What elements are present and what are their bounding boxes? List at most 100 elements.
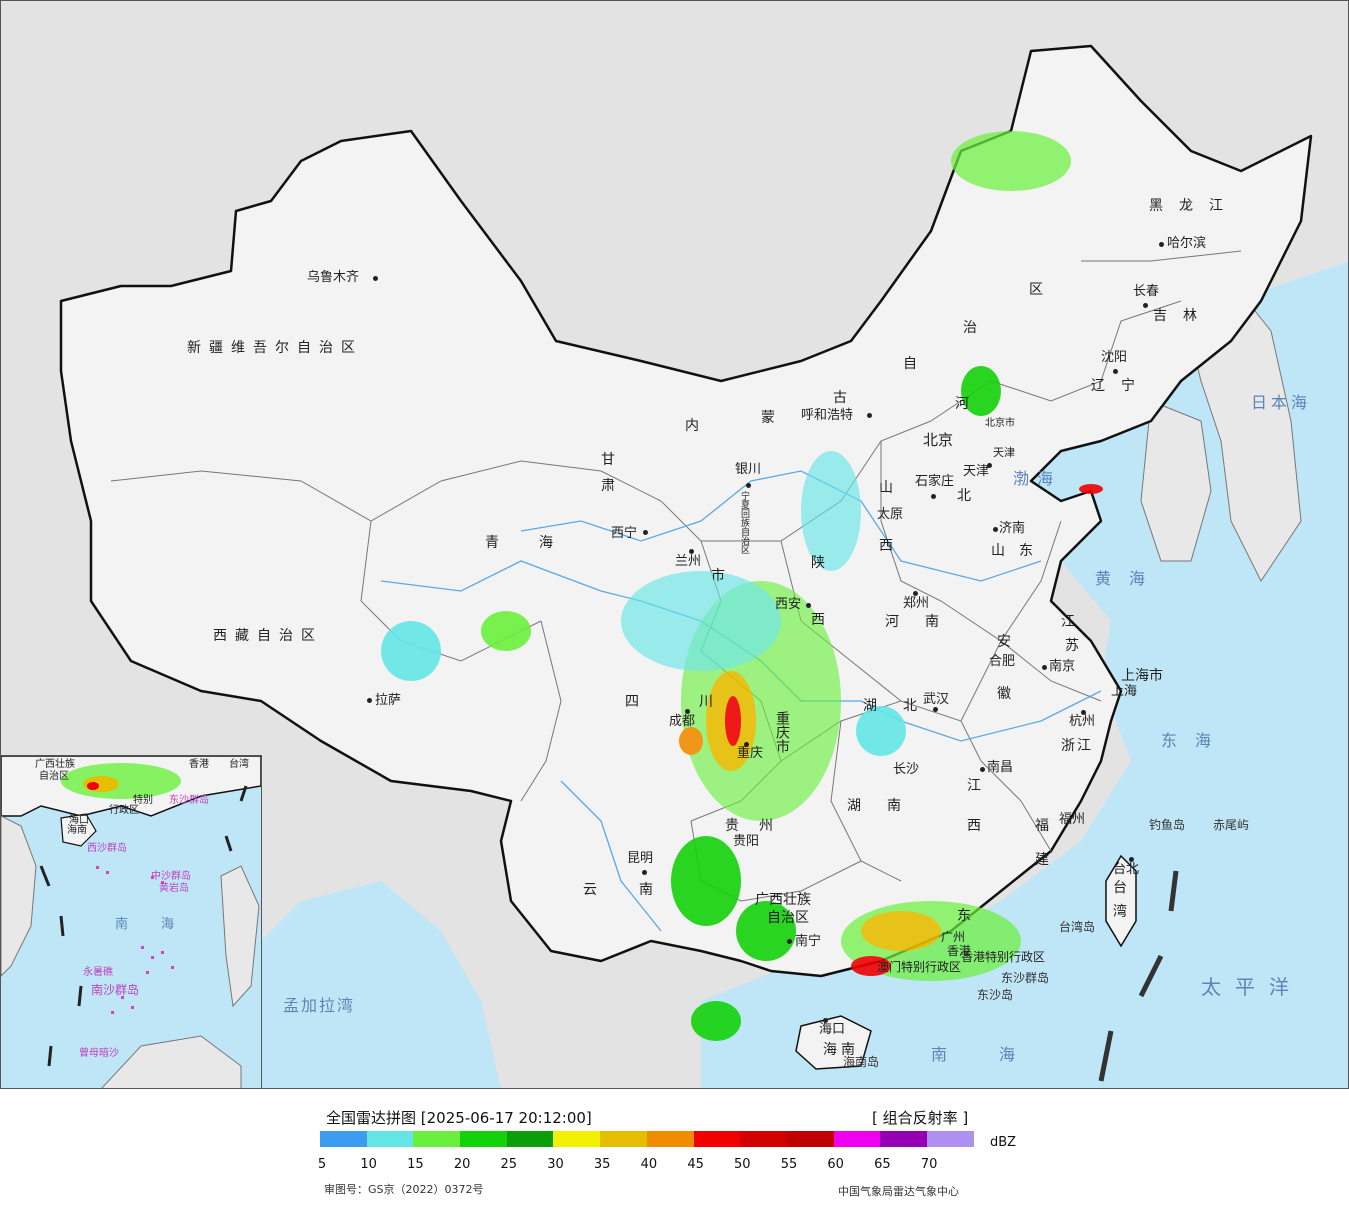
island-dongshadao: 东沙岛 xyxy=(977,988,1014,1002)
city-shijiazhuang: 石家庄 xyxy=(915,474,955,489)
scale-tick-label: 25 xyxy=(500,1157,518,1172)
scale-swatch xyxy=(366,1131,414,1147)
city-beijing: 北京 xyxy=(923,431,954,449)
city-shanghai: 上海 xyxy=(1111,684,1138,699)
inset-label-xisha: 西沙群岛 xyxy=(87,843,127,854)
city-shenyang: 沈阳 xyxy=(1101,350,1128,365)
scale-unit: dBZ xyxy=(990,1135,1017,1150)
city-zhengzhou-marker xyxy=(913,591,918,596)
radar-echoes xyxy=(381,131,1103,1041)
province-qinghai: 青海 xyxy=(485,535,593,551)
legend-panel: 全国雷达拼图 [2025-06-17 20:12:00] [ 组合反射率 ] d… xyxy=(0,1089,1349,1208)
province-neimenggu-1: 内 xyxy=(685,418,699,434)
city-hohhot-marker xyxy=(867,413,872,418)
city-hangzhou-marker xyxy=(1081,710,1086,715)
inset-label-zizhiqu: 自治区 xyxy=(39,771,69,782)
color-scale-bar xyxy=(320,1131,974,1147)
agency-credit: 中国气象局雷达气象中心 xyxy=(838,1185,959,1198)
city-harbin: 哈尔滨 xyxy=(1167,236,1207,251)
province-xinjiang: 新疆维吾尔自治区 xyxy=(187,340,363,356)
province-guangxi-2: 自治区 xyxy=(767,910,809,926)
city-changchun: 长春 xyxy=(1133,284,1160,299)
city-hangzhou: 杭州 xyxy=(1069,714,1096,729)
province-neimenggu-5: 治 xyxy=(963,320,977,336)
inset-reefs xyxy=(96,866,174,1014)
island-diaoyudao: 钓鱼岛 xyxy=(1149,818,1186,832)
province-chongqing: 重庆市 xyxy=(774,711,790,753)
scale-swatch xyxy=(880,1131,927,1147)
sea-nanhai: 南海 xyxy=(931,1045,1068,1064)
city-taiyuan: 太原 xyxy=(877,507,904,522)
maritime-boundary xyxy=(1098,870,1179,1082)
inset-label-huangyan: 黄岩岛 xyxy=(159,883,189,894)
scale-swatch xyxy=(460,1131,507,1147)
province-macau: 澳门特别行政区 xyxy=(877,960,962,974)
province-jiangsu-2: 苏 xyxy=(1065,638,1079,654)
inset-label-haikou: 海口 xyxy=(69,815,89,826)
hainan-island xyxy=(795,1015,872,1070)
inset-label-hai: 海 xyxy=(161,917,175,932)
city-tianjin: 天津 xyxy=(963,464,990,479)
inset-label-zhongsha: 中沙群岛 xyxy=(151,871,191,882)
province-hongkong: 香港特别行政区 xyxy=(961,950,1046,964)
city-lanzhou-marker xyxy=(689,549,694,554)
province-anhui-1: 安 xyxy=(997,634,1011,650)
province-hunan-2: 南 xyxy=(887,798,901,814)
south-china-sea-inset: 广西壮族 自治区 香港 台湾 特别 行政区 东沙群岛 海口 海南 西沙群岛 中沙… xyxy=(1,755,262,1088)
city-nanjing: 南京 xyxy=(1049,659,1076,674)
city-beijing-city: 北京市 xyxy=(985,418,1015,429)
province-hebei-2: 北 xyxy=(957,488,971,504)
sea-ribenhai: 日本海 xyxy=(1251,393,1312,412)
city-lanzhou: 兰州 xyxy=(675,554,702,569)
province-shanghai: 上海市 xyxy=(1121,668,1163,684)
city-xining-marker xyxy=(643,530,648,535)
sea-huanghai: 黄海 xyxy=(1095,569,1164,588)
province-yunnan-2: 南 xyxy=(639,882,653,898)
city-hohhot: 呼和浩特 xyxy=(801,408,854,423)
city-guangzhou: 广州 xyxy=(941,930,966,944)
inset-label-zengmu: 曾母暗沙 xyxy=(79,1048,119,1059)
city-chongqing: 重庆 xyxy=(737,746,764,761)
city-nanchang-marker xyxy=(980,767,985,772)
inset-label-yongshu: 永暑礁 xyxy=(83,967,113,978)
city-zhengzhou: 郑州 xyxy=(903,596,930,611)
scale-tick-label: 20 xyxy=(453,1157,471,1172)
scale-swatch xyxy=(553,1131,601,1147)
province-shandong: 山东 xyxy=(991,543,1047,559)
sea-bohai: 渤海 xyxy=(1013,469,1062,488)
province-guizhou: 贵州 xyxy=(725,818,793,834)
city-urumqi: 乌鲁木齐 xyxy=(307,270,360,285)
city-kunming: 昆明 xyxy=(627,851,654,866)
province-henan-1: 河 xyxy=(885,614,899,630)
island-taiwandao: 台湾岛 xyxy=(1059,920,1096,934)
city-taibei: 台北 xyxy=(1113,862,1140,877)
island-chiweiyu: 赤尾屿 xyxy=(1213,818,1250,832)
city-changchun-marker xyxy=(1143,303,1148,308)
radar-map[interactable]: 新疆维吾尔自治区 西藏自治区 青海 甘 内 蒙 古 自 治 区 黑龙江 吉林 辽… xyxy=(0,0,1349,1089)
inset-canvas xyxy=(1,756,261,1088)
city-nanning-marker xyxy=(787,939,792,944)
province-jiangxi-2: 西 xyxy=(967,818,981,834)
province-hainan: 海南 xyxy=(823,1042,859,1058)
city-xianggang: 香港 xyxy=(947,944,972,958)
city-changsha: 长沙 xyxy=(893,762,920,777)
province-neimenggu-6: 区 xyxy=(1029,282,1043,298)
province-taiwan-1: 台 xyxy=(1113,880,1127,896)
sea-mengjialawan: 孟加拉湾 xyxy=(283,996,356,1015)
scale-swatch xyxy=(833,1131,881,1147)
province-sichuan-1: 四 xyxy=(625,694,639,710)
province-lanzhou-city: 市 xyxy=(711,568,725,584)
province-neimenggu-3: 古 xyxy=(833,390,847,406)
province-taiwan-2: 湾 xyxy=(1113,904,1127,920)
city-nanjing-marker xyxy=(1042,665,1047,670)
island-hainandao: 海南岛 xyxy=(843,1055,880,1069)
province-neimenggu-2: 蒙 xyxy=(761,410,775,426)
inset-label-dongsha: 东沙群岛 xyxy=(169,795,209,806)
city-nanchang: 南昌 xyxy=(987,760,1014,775)
province-ningxia: 宁夏回族自治区 xyxy=(739,491,749,554)
scale-tick-label: 30 xyxy=(547,1157,564,1172)
city-yinchuan-marker xyxy=(746,483,751,488)
province-henan-2: 南 xyxy=(925,614,939,630)
inset-label-hainan: 海南 xyxy=(67,825,87,836)
scale-tick-label: 15 xyxy=(407,1157,424,1172)
